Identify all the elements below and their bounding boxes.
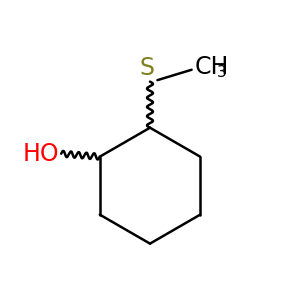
Text: CH: CH bbox=[195, 55, 229, 79]
Text: 3: 3 bbox=[217, 64, 226, 80]
Text: S: S bbox=[140, 56, 154, 80]
Text: HO: HO bbox=[23, 142, 60, 166]
